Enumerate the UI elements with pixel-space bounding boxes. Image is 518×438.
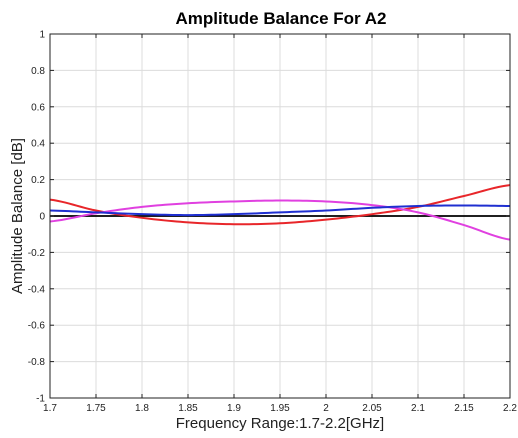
- series-line-2: [49, 199, 511, 241]
- series-line-1: [49, 184, 511, 226]
- ticks: 1.7 1.75 1.8 1.85 1.9 1.95 2 2.05 2.1 2.15 2.2 -1 -0…: [28, 30, 518, 415]
- x-tick-label: 2: [323, 403, 329, 414]
- y-tick-label: -0.2: [28, 248, 46, 259]
- x-tick-label: 2.2: [503, 403, 517, 414]
- x-tick-label: 2.15: [454, 403, 474, 414]
- y-tick-label: -0.6: [28, 321, 46, 332]
- x-tick-label: 1.75: [86, 403, 106, 414]
- y-tick-label: 1: [39, 30, 45, 41]
- chart-title: Amplitude Balance For A2: [176, 9, 387, 28]
- series-layer: [49, 184, 511, 241]
- x-tick-label: 1.7: [43, 403, 57, 414]
- y-tick-label: 0.8: [31, 66, 45, 77]
- y-tick-label: 0.2: [31, 175, 45, 186]
- x-tick-label: 2.1: [411, 403, 425, 414]
- y-tick-label: -1: [36, 394, 45, 405]
- x-tick-label: 1.8: [135, 403, 149, 414]
- y-axis-label: Amplitude Balance [dB]: [9, 138, 26, 294]
- y-tick-label: -0.4: [28, 284, 46, 295]
- y-tick-label: 0: [39, 212, 45, 223]
- y-tick-label: 0.4: [31, 139, 45, 150]
- y-tick-label: 0.6: [31, 102, 45, 113]
- x-axis-label: Frequency Range:1.7-2.2[GHz]: [176, 415, 384, 432]
- x-tick-label: 1.85: [178, 403, 198, 414]
- y-tick-label: -0.8: [28, 357, 46, 368]
- series-line-3: [49, 204, 511, 217]
- x-tick-label: 1.95: [270, 403, 290, 414]
- x-tick-label: 2.05: [362, 403, 382, 414]
- x-tick-label: 1.9: [227, 403, 241, 414]
